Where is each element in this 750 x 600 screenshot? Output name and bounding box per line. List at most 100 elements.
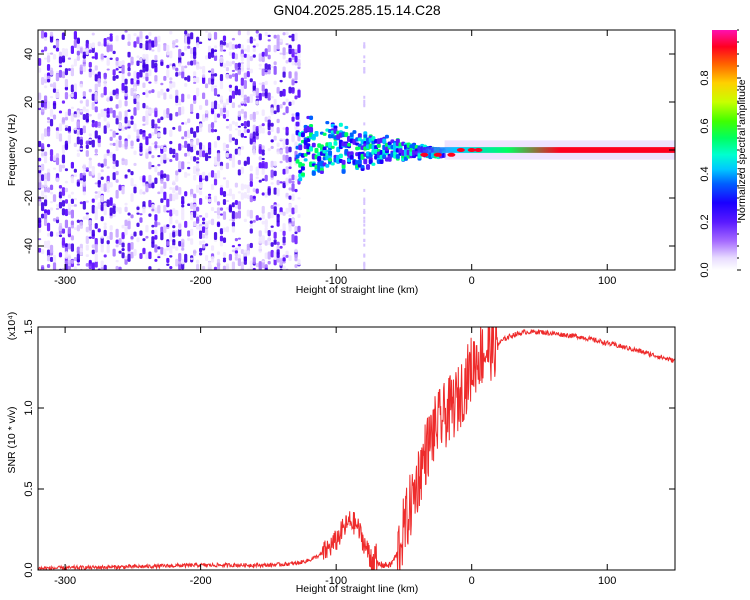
spectrogram-cell [115, 179, 119, 183]
spectrogram-cell [282, 257, 286, 262]
spectrogram-cell [88, 160, 92, 169]
spectrogram-cell [222, 191, 227, 197]
spectrogram-cell [169, 216, 173, 225]
spectrogram-cell [273, 65, 277, 75]
spectrogram-cell [363, 202, 366, 206]
spectrogram-cell [207, 220, 212, 225]
spectrogram-cell [124, 140, 128, 150]
spectrogram-cell [109, 181, 113, 188]
spectrogram-cell [193, 165, 197, 175]
spectrogram-cell [196, 42, 200, 49]
spectrogram-cell [240, 53, 244, 62]
spectrogram-cell [222, 251, 227, 257]
spectrogram-cell [252, 38, 256, 42]
spectrogram-cell [169, 132, 173, 138]
spectrogram-cell [49, 231, 54, 237]
spectrogram-band [417, 147, 675, 153]
spectrogram-cell [252, 257, 256, 264]
spectrogram-cell [193, 81, 197, 84]
spectrogram-cell [127, 169, 131, 173]
spectrogram-cell [255, 100, 259, 105]
spectrogram-cell [106, 36, 110, 40]
spectrogram-cell [376, 143, 381, 148]
spectrogram-cell [178, 228, 182, 237]
spectrogram-cell [181, 71, 185, 79]
spectrogram-cell [294, 248, 298, 253]
spectrogram-cell [103, 125, 107, 134]
spectrogram-cell [118, 111, 122, 119]
spectrogram-cell [297, 213, 301, 218]
spectrogram-cell [157, 43, 161, 53]
spectrogram-cell [64, 68, 69, 76]
spectrogram-cell [79, 148, 83, 151]
spectrogram-cell [282, 145, 286, 150]
spectrogram-cell [85, 212, 89, 215]
spectrogram-cell [187, 75, 191, 82]
spectrogram-cell [160, 145, 164, 150]
spectrogram-cell [79, 180, 83, 184]
spectrogram-cell [325, 121, 330, 125]
spectrogram-cell [294, 204, 298, 213]
spectrogram-cell [261, 127, 265, 134]
spectrogram-x-ticks: -300 -200 -100 0 100 [54, 30, 616, 287]
spectrogram-cell [213, 85, 218, 88]
spectrogram-cell [231, 120, 236, 125]
spectrogram-cell [184, 65, 188, 69]
spectrogram-cell [276, 249, 280, 259]
spectrogram-cell [118, 266, 122, 270]
spectrogram-cell [67, 134, 72, 141]
spectrogram-cell [115, 104, 119, 109]
spectrogram-cell [133, 41, 137, 48]
spectrogram-cell [294, 264, 298, 269]
spectrogram-cell [94, 194, 98, 200]
spectrogram-cell [94, 154, 98, 157]
spectrogram-cell [52, 54, 57, 60]
spectrogram-cell [333, 140, 338, 146]
spectrogram-cell [136, 79, 140, 85]
spectrogram-cell [294, 62, 298, 66]
spectrogram-cell [85, 167, 89, 170]
spectrogram-cell [270, 209, 274, 219]
spectrogram-cell [213, 178, 218, 186]
spectrogram-cell [79, 109, 83, 113]
spectrogram-cell [169, 266, 173, 270]
spectrogram-cell [264, 240, 268, 246]
spectrogram-cell [112, 109, 116, 118]
spectrogram-cell [106, 68, 110, 71]
spectrogram-cell [79, 83, 83, 88]
spectrogram-cell [201, 221, 206, 225]
spectrogram-cell [166, 157, 170, 161]
spectrogram-cell [38, 94, 42, 99]
spectrogram-cell [38, 173, 42, 183]
spectrogram-cell [249, 260, 253, 266]
spectrogram-cell [148, 109, 152, 114]
spectrogram-cell [282, 71, 286, 78]
spectrogram-cell [145, 89, 149, 98]
spectrogram-cell [243, 48, 247, 52]
spectrogram-cell [166, 44, 170, 52]
spectrogram-cell [270, 96, 274, 99]
spectrogram-cell [109, 91, 113, 97]
spectrogram-cell [178, 187, 182, 195]
spectrogram-cell [124, 206, 128, 213]
spectrogram-cell [196, 259, 200, 264]
spectrogram-cell [106, 39, 110, 44]
spectrogram-cell [282, 168, 286, 175]
spectrogram-cell [79, 201, 83, 205]
spectrogram-cell [282, 112, 286, 116]
spectrogram-cell [193, 95, 197, 101]
spectrogram-cell [270, 169, 274, 178]
spectrogram-cell [169, 140, 173, 145]
spectrogram-cell [160, 178, 164, 184]
spectrogram-cell [91, 249, 95, 255]
spectrogram-cell [106, 244, 110, 254]
spectrogram-cell [43, 95, 48, 103]
spectrogram-cell [264, 227, 268, 234]
spectrogram-cell [169, 232, 173, 242]
spectrogram-cell [294, 188, 298, 193]
spectrogram-cell [70, 115, 74, 122]
spectrogram-cell [115, 265, 119, 270]
spectrogram-cell [38, 201, 42, 207]
spectrogram-cell [298, 169, 303, 174]
spectrogram-cell [109, 231, 113, 240]
